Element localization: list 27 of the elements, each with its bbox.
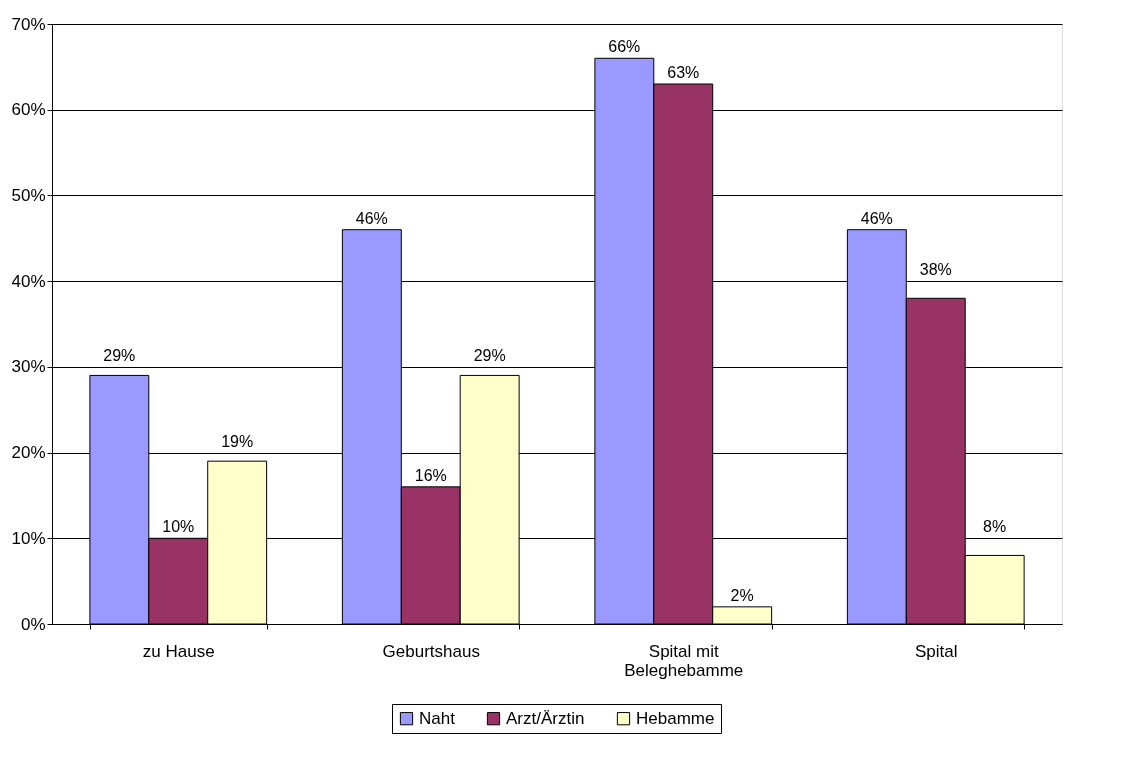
data-label: 29% <box>473 346 506 364</box>
x-tick-label: zu Hause <box>142 641 215 661</box>
data-label: 2% <box>730 586 754 604</box>
data-label: 46% <box>860 209 893 227</box>
x-tick-label: Spital <box>914 641 958 661</box>
x-tick-label: Spital mit Beleghebamme <box>624 641 744 680</box>
data-label: 19% <box>221 432 254 450</box>
data-label: 38% <box>919 261 952 279</box>
y-tick-label: 60% <box>11 100 46 120</box>
y-tick-label: 10% <box>11 528 46 548</box>
y-tick-label: 70% <box>11 14 46 34</box>
x-tick-label: Geburtshaus <box>382 641 480 661</box>
y-tick-label: 30% <box>11 357 46 377</box>
y-tick-label: 50% <box>11 185 46 205</box>
data-label: 8% <box>983 518 1007 536</box>
data-label: 10% <box>162 518 195 536</box>
y-tick-label: 0% <box>20 614 46 634</box>
legend-label: Naht <box>419 708 456 728</box>
legend-label: Arzt/Ärztin <box>506 708 585 728</box>
legend-label: Hebamme <box>636 708 715 728</box>
data-label: 66% <box>608 38 641 56</box>
data-label: 29% <box>103 346 136 364</box>
data-label: 46% <box>355 209 388 227</box>
data-label: 16% <box>414 466 447 484</box>
y-tick-label: 40% <box>11 271 46 291</box>
data-label: 63% <box>667 64 700 81</box>
y-tick-label: 20% <box>11 443 46 463</box>
